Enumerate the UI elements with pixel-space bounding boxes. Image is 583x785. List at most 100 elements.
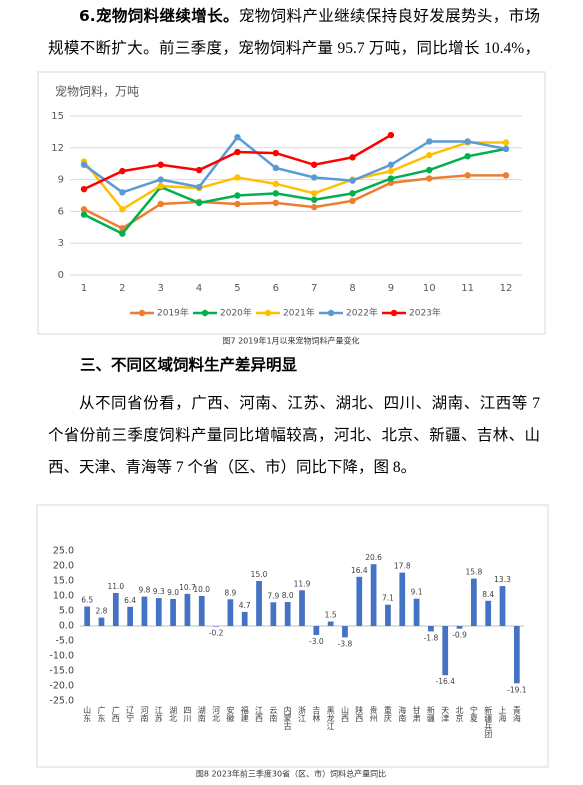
x-tick-label: 7 bbox=[311, 283, 317, 294]
bar bbox=[141, 596, 148, 626]
value-label: 10.0 bbox=[193, 585, 210, 594]
point bbox=[195, 199, 203, 207]
paragraph-lead: 6.宠物饲料继续增长。 bbox=[79, 7, 239, 25]
bar bbox=[499, 586, 506, 626]
bar bbox=[112, 593, 119, 626]
value-label: -3.0 bbox=[309, 637, 324, 646]
bar bbox=[227, 599, 234, 626]
legend-marker bbox=[327, 309, 335, 317]
x-tick-label: 江西 bbox=[255, 706, 264, 723]
y-tick-label: -20.0 bbox=[49, 681, 74, 692]
point bbox=[387, 131, 395, 139]
x-tick-label: 吉林 bbox=[312, 706, 321, 723]
x-tick-label: 上海 bbox=[498, 706, 507, 723]
point bbox=[195, 166, 203, 174]
point bbox=[464, 153, 471, 160]
point bbox=[234, 148, 241, 156]
paragraph-text: 从不同省份看，广西、河南、江苏、湖北、四川、湖南、江西等 7 个省份前三季度饲料… bbox=[48, 395, 540, 476]
bar-chart: 图8 2023年前三季度30省（区、市）饲料总产量同比 -25.0 -20.0 -1… bbox=[36, 504, 549, 779]
point bbox=[119, 206, 126, 213]
value-label: 11.9 bbox=[294, 579, 311, 588]
x-tick-label: 5 bbox=[234, 283, 240, 294]
value-label: -16.4 bbox=[436, 677, 456, 686]
bar bbox=[184, 593, 191, 626]
y-tick-label: -25.0 bbox=[49, 696, 74, 707]
y-tick-label: -15.0 bbox=[49, 666, 74, 677]
bar bbox=[284, 602, 291, 626]
x-tick-label: 10 bbox=[423, 283, 436, 294]
x-tick-label: 江苏 bbox=[154, 706, 163, 723]
chart-frame bbox=[37, 71, 546, 335]
paragraph: 从不同省份看，广西、河南、江苏、湖北、四川、湖南、江西等 7 个省份前三季度饲料… bbox=[48, 388, 540, 484]
x-tick-label: 黑龙江 bbox=[326, 706, 335, 731]
point bbox=[502, 172, 510, 179]
y-tick-label: -10.0 bbox=[49, 651, 74, 662]
x-tick-label: 11 bbox=[461, 283, 474, 294]
value-label: 10.7 bbox=[179, 583, 196, 592]
x-tick-label: 山东 bbox=[83, 705, 92, 722]
value-label: 2.8 bbox=[96, 607, 108, 616]
value-label: 8.0 bbox=[282, 591, 294, 600]
series-line bbox=[83, 135, 507, 194]
x-tick-label: 6 bbox=[273, 283, 279, 294]
point bbox=[387, 167, 395, 175]
x-tick-label: 青海 bbox=[512, 705, 521, 723]
value-label: 15.0 bbox=[251, 570, 268, 579]
y-tick-label: 12 bbox=[51, 143, 64, 154]
series-line bbox=[83, 174, 506, 230]
point bbox=[157, 182, 164, 190]
point bbox=[234, 174, 241, 181]
value-label: 8.9 bbox=[224, 588, 236, 597]
point bbox=[272, 149, 280, 157]
x-tick-label: 3 bbox=[158, 283, 164, 294]
bar bbox=[513, 626, 520, 684]
bar bbox=[155, 598, 162, 626]
bar bbox=[356, 576, 363, 626]
point bbox=[502, 145, 510, 153]
value-label: 7.9 bbox=[267, 591, 279, 600]
y-tick-label: 6 bbox=[58, 206, 64, 217]
point bbox=[80, 206, 88, 213]
point bbox=[310, 174, 318, 181]
point bbox=[349, 177, 356, 184]
bar bbox=[270, 602, 277, 626]
value-label: 7.1 bbox=[382, 594, 394, 603]
legend-marker bbox=[264, 309, 272, 317]
x-tick-label: 1 bbox=[81, 283, 87, 294]
bar bbox=[342, 626, 348, 638]
point bbox=[157, 176, 164, 183]
x-tick-label: 北京 bbox=[455, 706, 464, 723]
x-tick-label: 山西 bbox=[340, 705, 349, 723]
x-tick-label: 新疆兵团 bbox=[484, 705, 493, 739]
point bbox=[80, 185, 88, 193]
point bbox=[272, 199, 280, 207]
x-tick-label: 浙江 bbox=[298, 705, 307, 723]
y-tick-label: 20.0 bbox=[53, 561, 74, 572]
caption: 图8 2023年前三季度30省（区、市）饲料总产量同比 bbox=[196, 769, 386, 779]
legend-marker bbox=[390, 309, 398, 317]
x-tick-label: 安徽 bbox=[226, 705, 235, 723]
y-tick-label: -5.0 bbox=[55, 636, 74, 647]
value-label: 4.7 bbox=[239, 601, 251, 610]
bar bbox=[170, 599, 176, 626]
value-label: 17.8 bbox=[394, 562, 411, 571]
y-tick-label: 10.0 bbox=[53, 591, 74, 602]
point bbox=[464, 172, 471, 179]
x-tick-label: 12 bbox=[500, 283, 513, 294]
y-tick-label: 5.0 bbox=[59, 606, 74, 617]
bar bbox=[399, 572, 406, 626]
bar bbox=[370, 564, 377, 626]
point bbox=[272, 164, 280, 172]
value-label: 11.0 bbox=[107, 582, 124, 591]
y-tick-label: 15 bbox=[51, 111, 64, 122]
legend-label: 2021年 bbox=[283, 307, 315, 319]
bar bbox=[413, 598, 420, 626]
x-tick-label: 辽宁 bbox=[126, 706, 135, 722]
x-tick-label: 河南 bbox=[140, 705, 149, 722]
point bbox=[502, 139, 510, 146]
y-tick-label: 3 bbox=[58, 238, 64, 249]
value-label: -1.8 bbox=[424, 633, 439, 642]
value-label: 9.0 bbox=[167, 588, 179, 597]
bar bbox=[485, 600, 492, 626]
